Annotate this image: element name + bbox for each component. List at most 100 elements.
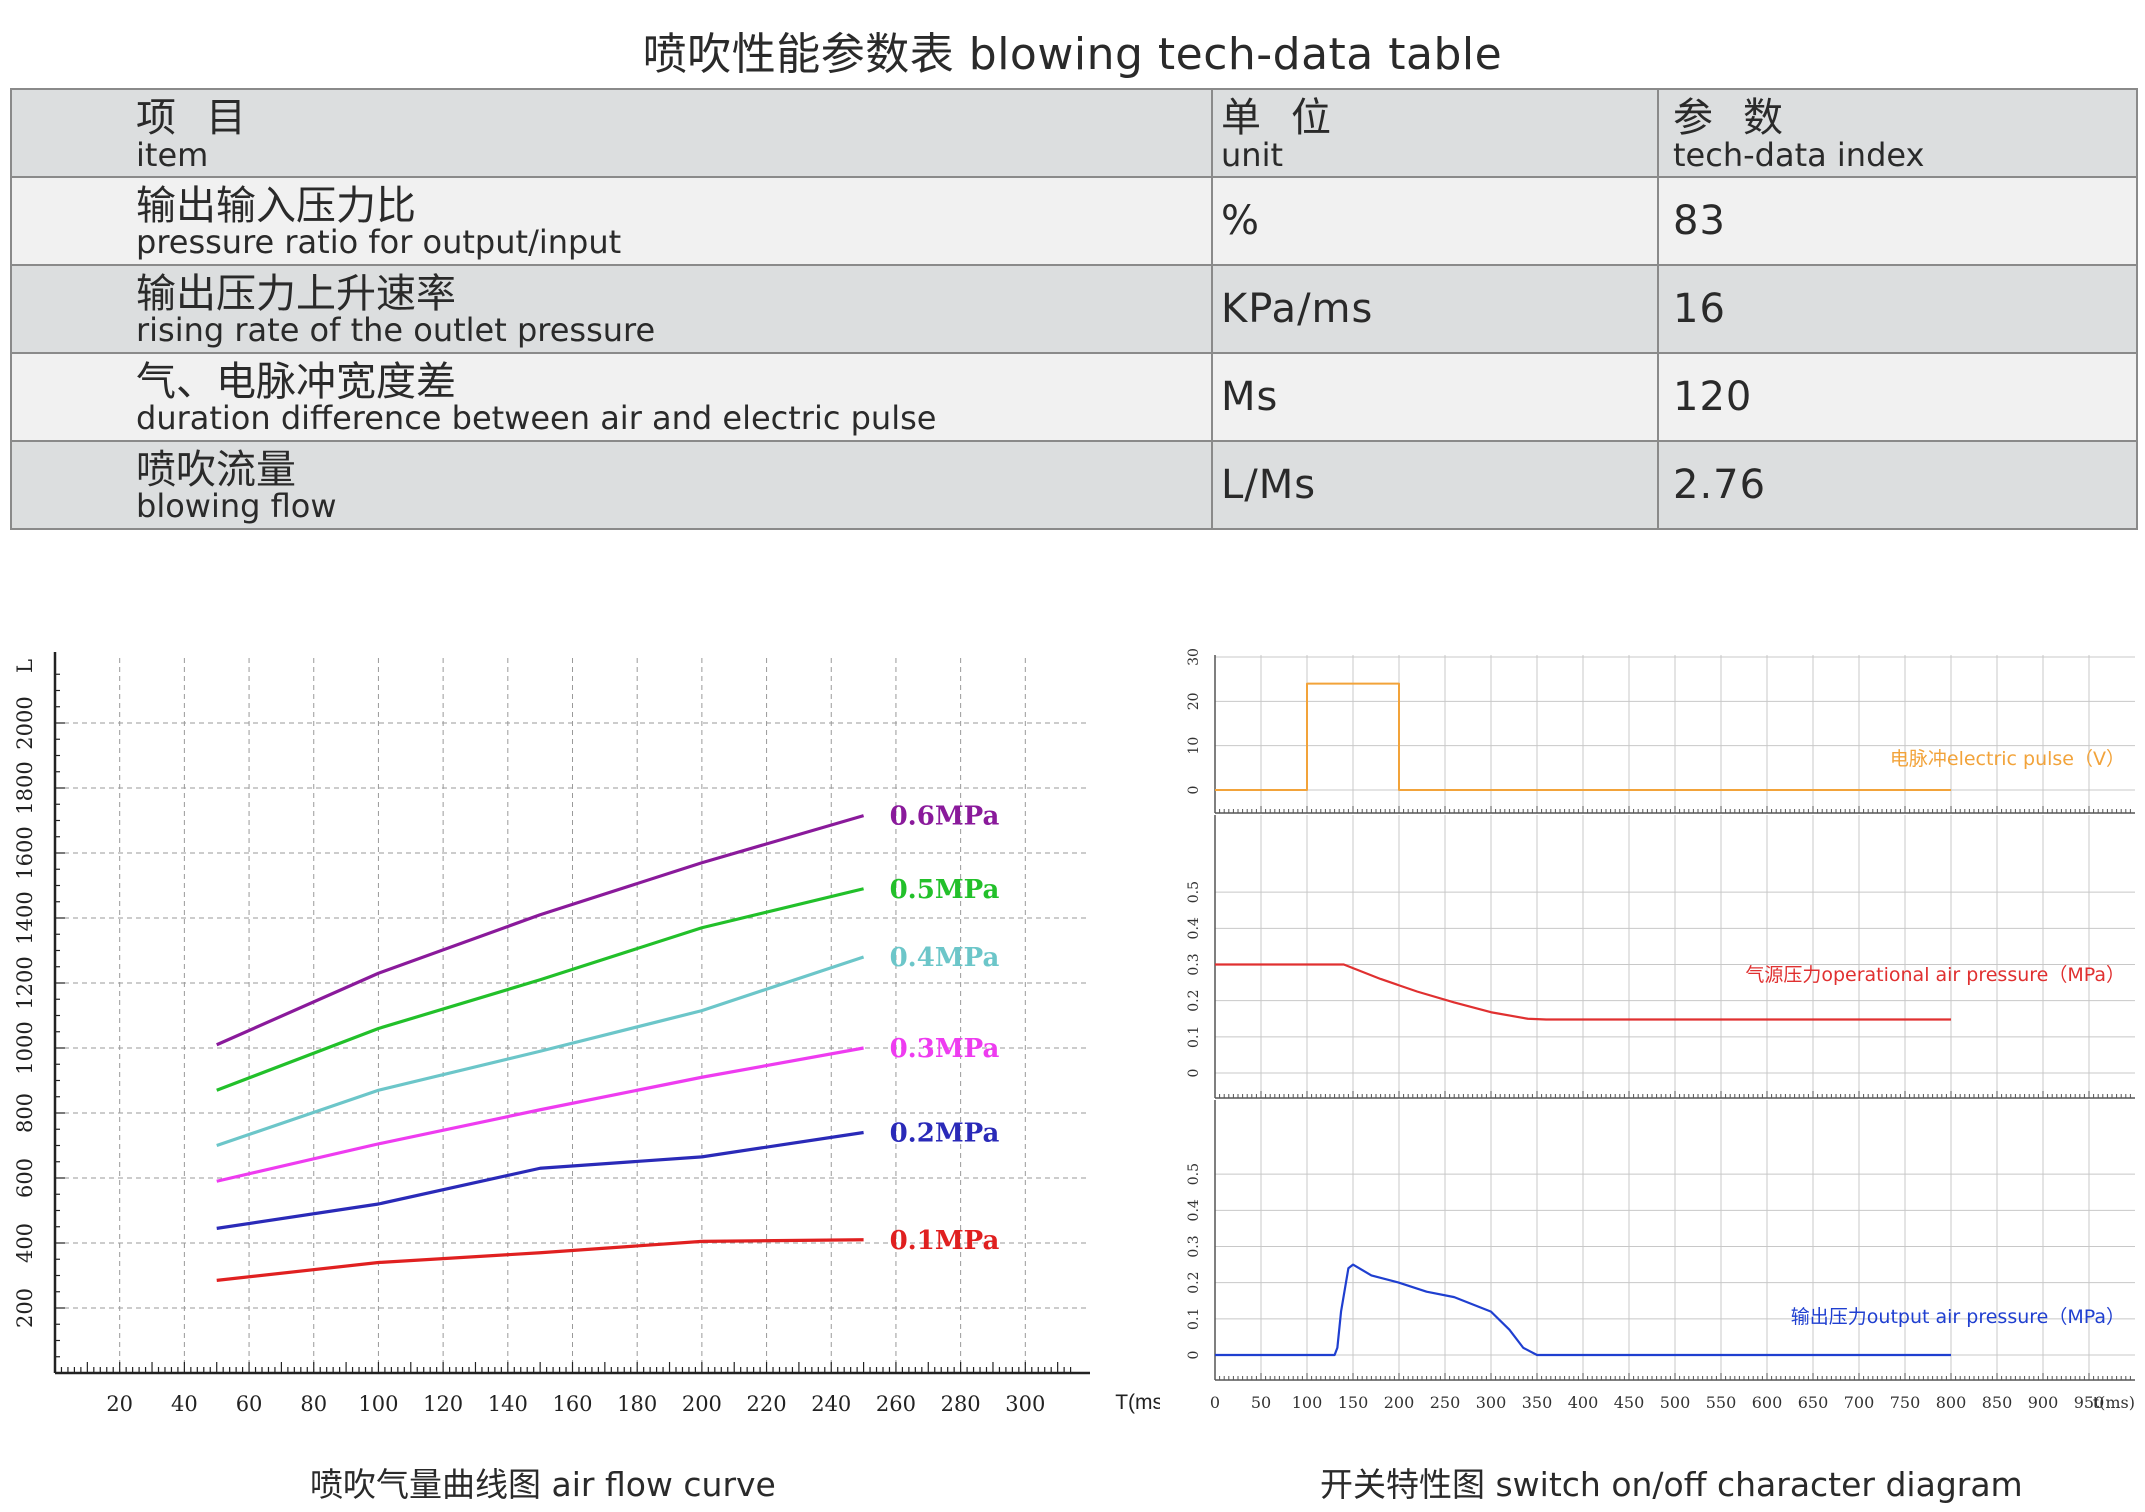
- x-tick-label: 120: [423, 1392, 463, 1416]
- x-tick-label: 220: [747, 1392, 787, 1416]
- air-flow-caption: 喷吹气量曲线图 air flow curve: [310, 1465, 776, 1504]
- y-tick-label: 0.1: [1186, 1308, 1202, 1330]
- page-title: 喷吹性能参数表 blowing tech-data table: [642, 29, 1503, 80]
- x-tick-label: 900: [2028, 1393, 2059, 1412]
- row-item-cell: 输出压力上升速率 rising rate of the outlet press…: [10, 264, 1213, 354]
- series-line: [216, 955, 865, 1148]
- y-tick-label: 20: [1186, 692, 1202, 710]
- y-axis-label: L: [13, 659, 37, 673]
- x-tick-label: 300: [1476, 1393, 1507, 1412]
- series-label: 0.2MPa: [890, 1119, 1000, 1149]
- y-tick-label: 600: [13, 1158, 37, 1198]
- x-tick-label: 240: [811, 1392, 851, 1416]
- y-tick-label: 0.3: [1186, 953, 1202, 975]
- row-item-en: duration difference between air and elec…: [136, 399, 937, 437]
- x-tick-label: 650: [1798, 1393, 1829, 1412]
- row-value: 2.76: [1657, 440, 2138, 530]
- signal-trace: [1215, 1263, 1951, 1357]
- y-tick-label: 1200: [13, 956, 37, 1009]
- series-label: 0.3MPa: [890, 1034, 1000, 1064]
- y-tick-label: 0: [1186, 1351, 1202, 1360]
- row-item-cn: 喷吹流量: [136, 447, 296, 493]
- series-line: [216, 1130, 864, 1230]
- x-tick-label: 180: [617, 1392, 657, 1416]
- header-value-en: tech-data index: [1673, 136, 1925, 174]
- x-tick-label: 280: [941, 1392, 981, 1416]
- x-tick-label: 160: [552, 1392, 592, 1416]
- table-row: 气、电脉冲宽度差 duration difference between air…: [10, 352, 2138, 442]
- series-line: [216, 1046, 864, 1183]
- table-header-row: 项目 item 单位 unit 参数 tech-data index: [10, 88, 2138, 178]
- x-tick-label: 60: [236, 1392, 263, 1416]
- x-tick-label: 300: [1005, 1392, 1045, 1416]
- y-tick-label: 0: [1186, 786, 1202, 795]
- header-unit-cn: 单位: [1221, 95, 1361, 141]
- header-value-cell: 参数 tech-data index: [1657, 88, 2138, 178]
- row-item-en: blowing flow: [136, 487, 337, 525]
- series-label: 0.6MPa: [890, 802, 1000, 832]
- x-tick-label: 150: [1338, 1393, 1369, 1412]
- y-tick-label: 1600: [13, 826, 37, 879]
- row-value: 120: [1657, 352, 2138, 442]
- y-tick-label: 400: [13, 1223, 37, 1263]
- x-tick-label: 40: [171, 1392, 198, 1416]
- row-value: 83: [1657, 176, 2138, 266]
- table-row: 输出压力上升速率 rising rate of the outlet press…: [10, 264, 2138, 354]
- row-unit: %: [1211, 176, 1659, 266]
- x-tick-label: 260: [876, 1392, 916, 1416]
- y-tick-label: 0.2: [1186, 990, 1202, 1012]
- x-tick-label: 450: [1614, 1393, 1645, 1412]
- header-unit-en: unit: [1221, 136, 1283, 174]
- x-tick-label: 550: [1706, 1393, 1737, 1412]
- x-tick-label: 850: [1982, 1393, 2013, 1412]
- x-tick-label: 750: [1890, 1393, 1921, 1412]
- y-tick-label: 30: [1186, 648, 1202, 666]
- y-tick-label: 0.5: [1186, 881, 1202, 903]
- row-value: 16: [1657, 264, 2138, 354]
- y-tick-label: 1000: [13, 1021, 37, 1074]
- series-label: 0.4MPa: [890, 943, 1000, 973]
- y-tick-label: 200: [13, 1288, 37, 1328]
- x-tick-label: 400: [1568, 1393, 1599, 1412]
- table-row: 输出输入压力比 pressure ratio for output/input …: [10, 176, 2138, 266]
- tech-data-table: 项目 item 单位 unit 参数 tech-data index 输出输入压…: [10, 88, 2138, 530]
- x-tick-label: 500: [1660, 1393, 1691, 1412]
- y-tick-label: 0.1: [1186, 1026, 1202, 1048]
- panel-label: 电脉冲electric pulse（V）: [1890, 748, 2125, 770]
- row-item-cell: 输出输入压力比 pressure ratio for output/input: [10, 176, 1213, 266]
- signal-trace: [1215, 963, 1951, 1021]
- air-flow-chart: 20 40 60 80 100 120 140 160 180 200 220 240 260 280 30…: [13, 652, 1160, 1416]
- x-tick-label: 950: [2074, 1393, 2105, 1412]
- y-tick-label: 0.4: [1186, 917, 1202, 939]
- header-item-en: item: [136, 136, 209, 174]
- series-label: 0.5MPa: [890, 875, 1000, 905]
- x-tick-label: 80: [300, 1392, 327, 1416]
- x-tick-label: 600: [1752, 1393, 1783, 1412]
- y-tick-label: 0.5: [1186, 1163, 1202, 1185]
- x-tick-label: 700: [1844, 1393, 1875, 1412]
- x-tick-label: 350: [1522, 1393, 1553, 1412]
- x-tick-label: 250: [1430, 1393, 1461, 1412]
- header-value-cn: 参数: [1673, 95, 1813, 141]
- row-unit: KPa/ms: [1211, 264, 1659, 354]
- x-tick-label: 800: [1936, 1393, 1967, 1412]
- x-tick-label: 20: [106, 1392, 133, 1416]
- panel-label: 输出压力output air pressure（MPa）: [1791, 1306, 2125, 1328]
- row-item-cell: 喷吹流量 blowing flow: [10, 440, 1213, 530]
- series-line: [216, 814, 865, 1047]
- y-tick-label: 10: [1186, 737, 1202, 755]
- x-tick-label: 200: [1384, 1393, 1415, 1412]
- row-item-cn: 气、电脉冲宽度差: [136, 359, 456, 405]
- row-item-cn: 输出压力上升速率: [136, 271, 456, 317]
- switch-character-chart: 0 10 20 30 电脉冲electric pulse（V） 0 0.1 0.2 0.3 0.4…: [1186, 648, 2135, 1412]
- header-item-cell: 项目 item: [10, 88, 1213, 178]
- y-tick-label: 800: [13, 1093, 37, 1133]
- row-item-cell: 气、电脉冲宽度差 duration difference between air…: [10, 352, 1213, 442]
- row-item-cn: 输出输入压力比: [136, 183, 416, 229]
- y-tick-label: 1400: [13, 891, 37, 944]
- y-tick-label: 2000: [13, 696, 37, 749]
- y-tick-label: 0: [1186, 1069, 1202, 1078]
- x-axis-label: T(ms): [1115, 1391, 1160, 1414]
- row-unit: Ms: [1211, 352, 1659, 442]
- y-tick-label: 0.4: [1186, 1199, 1202, 1221]
